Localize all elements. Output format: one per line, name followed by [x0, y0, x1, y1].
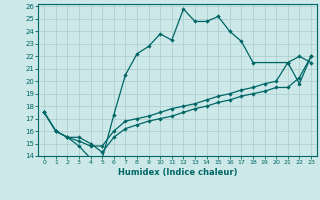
X-axis label: Humidex (Indice chaleur): Humidex (Indice chaleur)	[118, 168, 237, 177]
